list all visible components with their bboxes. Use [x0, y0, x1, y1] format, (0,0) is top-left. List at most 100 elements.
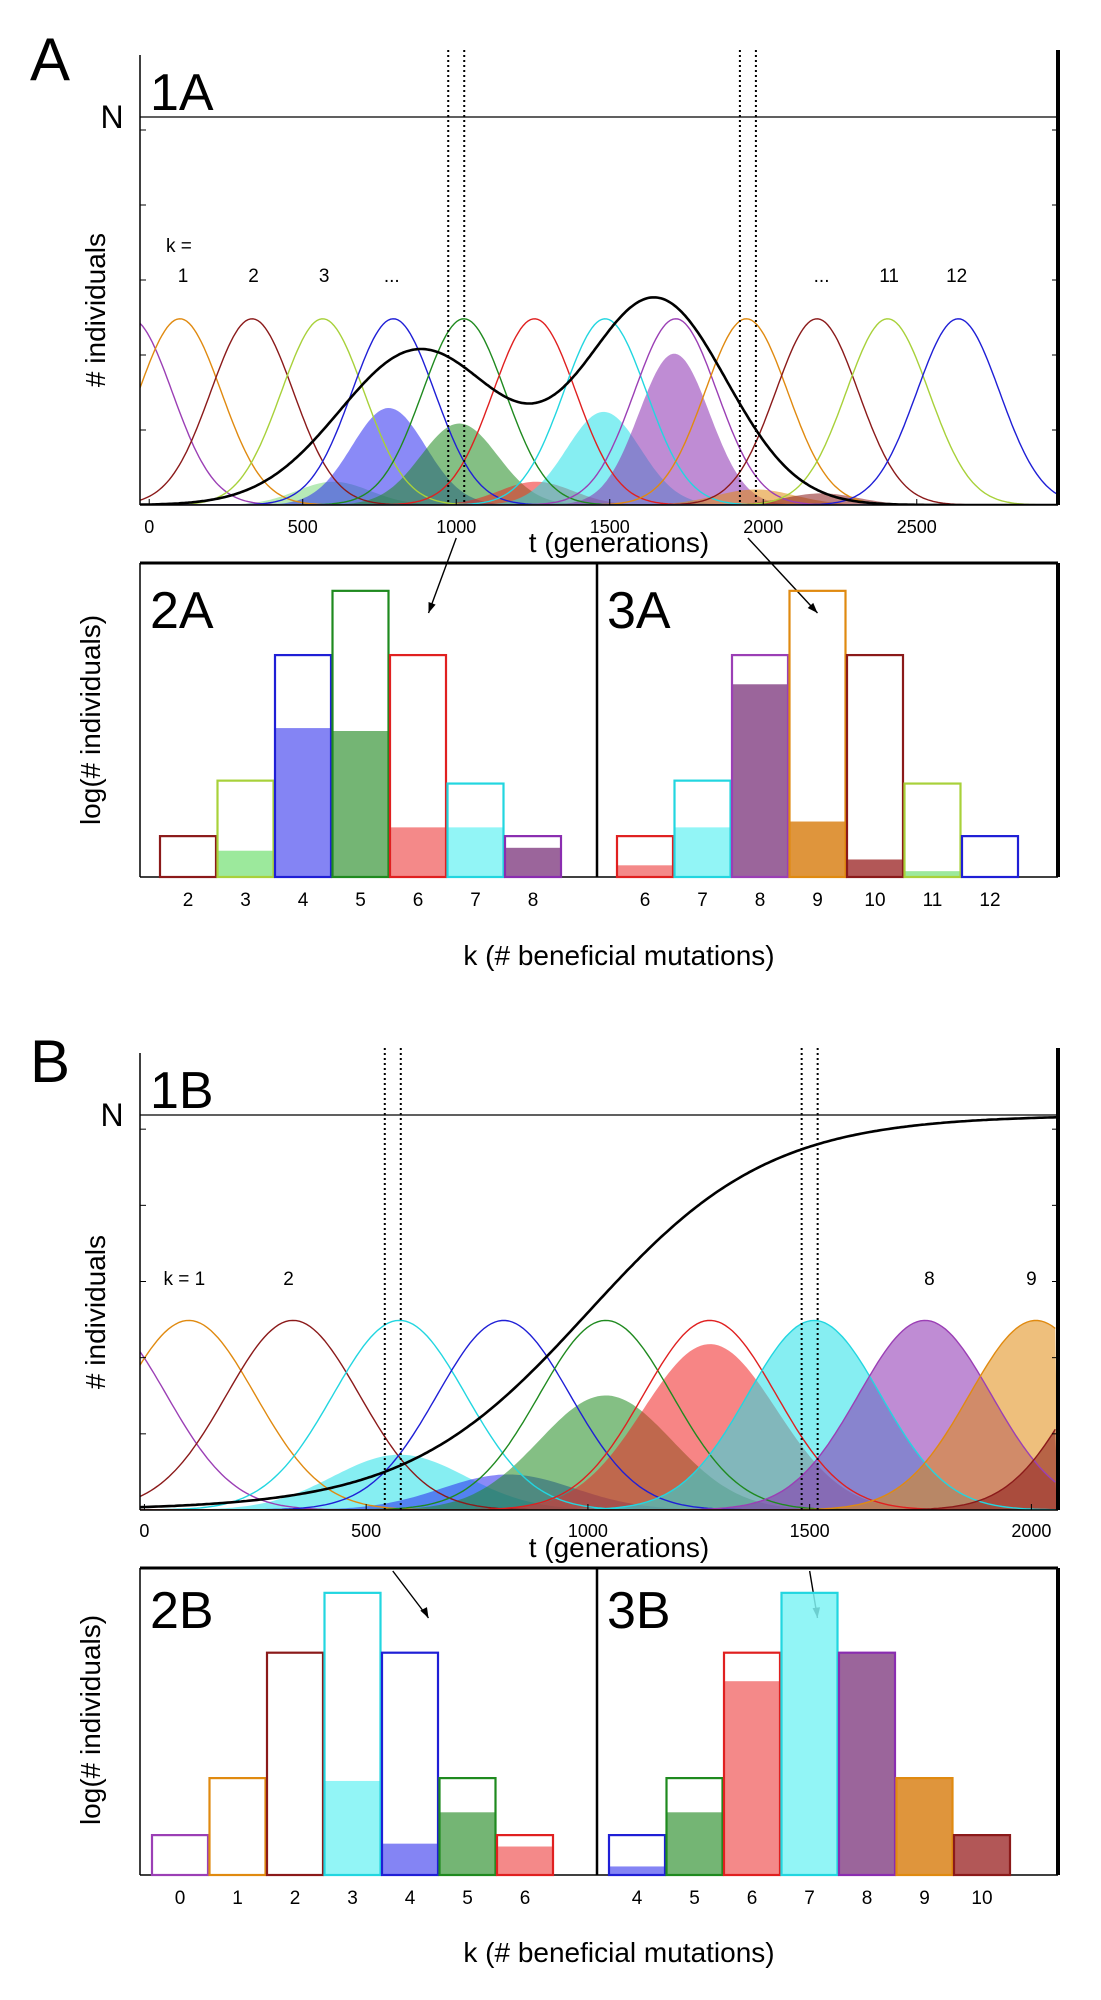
k-tick-label: 5 [462, 1888, 473, 1909]
panel-label-hist: 3B [607, 1582, 671, 1640]
k-tick-label: 7 [804, 1888, 815, 1909]
hist-bar-fill [904, 871, 961, 877]
k-tick-label: 1 [232, 1888, 243, 1909]
hist-bar-fill [617, 865, 673, 877]
panel-0-top [139, 50, 1060, 879]
hist-bar-outline [216, 779, 275, 879]
k-tick-label: 7 [470, 890, 481, 911]
arrow-head [428, 602, 436, 613]
outline-distribution-k4 [140, 1319, 1056, 1510]
k-tick-label: 7 [697, 890, 708, 911]
k-tick-label: 8 [755, 890, 766, 911]
panel-label-top: 1A [150, 64, 214, 122]
filled-distribution-k3 [140, 1454, 1058, 1510]
outline-distribution-k12 [140, 318, 1057, 505]
hist-bar-outline [615, 835, 675, 879]
k-label: 2 [248, 266, 259, 287]
k-tick-label: 6 [520, 1888, 531, 1909]
k-tick-label: 10 [864, 890, 885, 911]
hist-bar-fill [505, 847, 561, 877]
k-tick-label: 5 [355, 890, 366, 911]
k-tick-label: 6 [747, 1888, 758, 1909]
hist-bar-outline [331, 589, 390, 879]
hist-bar-outline [503, 835, 563, 879]
n-label: N [100, 99, 123, 135]
k-label: ... [814, 266, 830, 287]
hist-bar-outline [388, 653, 448, 879]
total-population-curve [140, 1115, 1058, 1509]
x-tick-label: 1000 [436, 517, 476, 537]
filled-distribution-k9 [140, 1320, 1058, 1510]
k-tick-label: 12 [979, 890, 1000, 911]
arrow-head [420, 1607, 429, 1618]
x-tick-label: 500 [351, 1521, 381, 1541]
figure-letter-b: B [30, 1028, 70, 1095]
outline-distribution-k0 [140, 1351, 1056, 1510]
hist-bar-fill [217, 850, 274, 877]
y-axis-title: # individuals [80, 1235, 111, 1389]
x-tick-label: 1500 [790, 1521, 830, 1541]
outline-distribution-k4 [140, 318, 1057, 505]
hist-bar-outline [722, 1651, 782, 1877]
x-axis-title: t (generations) [529, 527, 710, 558]
k-tick-label: 8 [528, 890, 539, 911]
k-tick-label: 5 [689, 1888, 700, 1909]
k-tick-label: 4 [632, 1888, 643, 1909]
outline-distribution-k3 [140, 1319, 1056, 1510]
k-tick-label: 3 [240, 890, 251, 911]
hist-bar-fill [447, 827, 504, 877]
outline-distribution-k7 [140, 318, 1057, 505]
hist-bar-outline [446, 782, 505, 879]
hist-bar-fill [497, 1846, 553, 1875]
outline-distribution-k8 [140, 318, 1057, 505]
k-tick-label: 6 [640, 890, 651, 911]
hist-bar-outline [495, 1833, 555, 1877]
hist-bar-outline [780, 1591, 839, 1877]
y-axis-title: # individuals [80, 233, 111, 387]
snapshot-arrow-0 [427, 537, 457, 614]
k-label: 1 [178, 266, 189, 287]
hist-bar-fill [324, 1780, 381, 1875]
hist-bar-outline [150, 1833, 210, 1877]
filled-distribution-k7 [140, 411, 1058, 505]
hist-bar-fill [954, 1835, 1010, 1875]
hist-x-axis-title: k (# beneficial mutations) [463, 1937, 774, 1968]
outline-distribution-k2 [140, 318, 1057, 505]
k-label: 8 [924, 1269, 935, 1290]
hist-bar-fill [439, 1812, 496, 1875]
k-label-prefix: k = [166, 236, 192, 257]
hist-bar-fill [666, 1812, 723, 1875]
hist-bar-fill [896, 1778, 953, 1875]
hist-bar-fill [609, 1866, 665, 1875]
outline-distribution-k2 [140, 1319, 1056, 1510]
filled-distribution-k6 [140, 1344, 1058, 1510]
k-tick-label: 9 [812, 890, 823, 911]
hist-bar-fill [781, 1592, 838, 1875]
outline-distribution-k6 [140, 318, 1057, 505]
hist-x-axis-title: k (# beneficial mutations) [463, 940, 774, 971]
x-axis-title: t (generations) [529, 1532, 710, 1563]
hist-bar-outline [952, 1833, 1012, 1877]
outline-distribution-k5 [140, 1319, 1056, 1510]
hist-bar-fill [674, 827, 731, 877]
k-label: 9 [1026, 1269, 1037, 1290]
hist-bar-outline [438, 1776, 497, 1877]
n-label: N [100, 1097, 123, 1133]
hist-bar-fill [847, 859, 903, 877]
panel-label-hist: 2B [150, 1582, 214, 1640]
panel-1-top [139, 1048, 1060, 1877]
outline-distribution-k7 [140, 1319, 1056, 1510]
panel-label-top: 1B [150, 1062, 214, 1120]
k-tick-label: 6 [413, 890, 424, 911]
k-label: k = 1 [163, 1269, 205, 1290]
x-tick-label: 500 [288, 517, 318, 537]
outline-distribution-k1 [140, 1319, 1056, 1510]
hist-bar-outline [837, 1651, 897, 1877]
arrow-head [807, 602, 818, 613]
x-tick-label: 2000 [1011, 1521, 1051, 1541]
panel-label-hist: 2A [150, 582, 214, 640]
plot-area [140, 1115, 1058, 1510]
k-tick-label: 8 [862, 1888, 873, 1909]
k-label: 2 [283, 1269, 294, 1290]
hist-bar-outline [845, 653, 905, 879]
